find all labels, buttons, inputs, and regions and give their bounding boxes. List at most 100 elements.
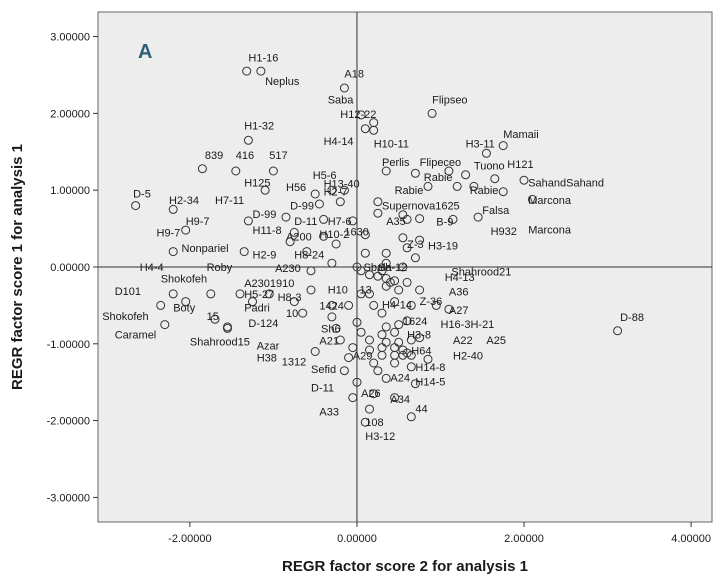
data-point [613, 326, 623, 336]
data-point [369, 358, 379, 368]
point-label: D-99 [253, 209, 277, 221]
point-label: Marcona [528, 224, 572, 236]
point-label: H7-11 [215, 195, 244, 207]
data-point [402, 316, 412, 326]
y-tick-label: -2.00000 [47, 416, 90, 428]
data-point [256, 66, 266, 76]
point-label: H64 [411, 346, 431, 358]
data-point [448, 214, 458, 224]
point-label: A22 [453, 335, 473, 347]
point-label: H12-22 [340, 109, 376, 121]
data-point [406, 335, 416, 345]
point-label: 10 [286, 308, 298, 320]
point-label: 517 [269, 150, 287, 162]
point-label: Boty [173, 303, 196, 315]
point-label: Supernova1625 [382, 201, 460, 213]
data-point [402, 243, 412, 253]
data-point [390, 276, 400, 286]
data-point [490, 174, 500, 184]
data-point [352, 377, 362, 387]
data-point [373, 366, 383, 376]
data-point [181, 225, 191, 235]
point-label: Roby [207, 262, 233, 274]
data-point [319, 231, 329, 241]
point-label: H14-8 [415, 362, 445, 374]
data-point [406, 300, 416, 310]
data-point [469, 181, 479, 191]
point-label: Flipseo [432, 95, 467, 107]
point-label: Z-3 [407, 239, 424, 251]
data-point [431, 300, 441, 310]
point-label: A33 [319, 406, 339, 418]
point-label: H9-7 [157, 227, 181, 239]
data-point [406, 350, 416, 360]
data-point [415, 333, 425, 343]
point-label: A36 [449, 287, 469, 299]
data-point [369, 125, 379, 135]
point-label: D-5 [133, 188, 151, 200]
y-tick-label: 1.00000 [50, 185, 90, 197]
point-label: 1312 [282, 357, 306, 369]
point-label: H8-24 [294, 250, 324, 262]
point-label: H121 [507, 159, 533, 171]
data-point [268, 166, 278, 176]
point-labels: H1-16 Neplus A18 Saba H12-22 Flipseo H1-32 H4-1… [102, 52, 644, 443]
data-point [373, 208, 383, 218]
data-point [398, 262, 408, 272]
x-tick-label: 4.00000 [671, 533, 711, 545]
data-point [365, 404, 374, 414]
data-point [394, 320, 404, 330]
point-label: A34 [390, 394, 410, 406]
data-point [423, 354, 433, 364]
data-point [365, 335, 374, 345]
data-point [527, 194, 537, 204]
data-point [327, 185, 337, 195]
data-point [381, 373, 391, 383]
data-point [327, 300, 337, 310]
y-tick-label: 0.00000 [50, 262, 90, 274]
point-label: Sbala [364, 262, 393, 274]
data-point [398, 233, 408, 243]
point-label: Shahrood15 [190, 337, 250, 349]
data-point [289, 227, 299, 237]
point-label: H4-14 [324, 136, 354, 148]
point-label: 13 [360, 284, 372, 296]
point-label: H10-11 [374, 138, 409, 150]
data-point [356, 266, 366, 276]
point-label: Caramel [115, 330, 157, 342]
point-label: Padri [244, 303, 270, 315]
data-point [461, 170, 471, 180]
data-point [348, 216, 358, 226]
data-point [444, 166, 454, 176]
data-point [156, 300, 166, 310]
point-label: SahandSahand [528, 178, 604, 190]
data-point [390, 358, 400, 368]
point-label: H4-13 [445, 272, 475, 284]
data-point [369, 300, 379, 310]
point-label: A21 [319, 336, 339, 348]
point-label: H125 [244, 178, 270, 190]
point-label: D-88 [620, 312, 644, 324]
point-label: H5-6 [313, 170, 337, 182]
point-label: Shahrood21 [451, 267, 511, 279]
data-point [356, 110, 366, 120]
x-axis-title: REGR factor score 2 for analysis 1 [282, 558, 528, 575]
data-point [406, 412, 416, 422]
data-point [356, 289, 366, 299]
point-label: H7-6 [328, 216, 352, 228]
data-point [344, 300, 354, 310]
point-label: Neplus [265, 76, 300, 88]
point-label: B-9 [436, 217, 453, 229]
point-label: H3-12 [365, 431, 395, 443]
point-label: H3-11 [466, 138, 495, 150]
reference-lines [98, 12, 712, 522]
data-point [319, 214, 329, 224]
data-point [348, 343, 358, 353]
data-point [248, 297, 257, 307]
point-label: A25 [486, 335, 506, 347]
data-point [360, 124, 370, 134]
point-label: H3-8 [407, 330, 431, 342]
data-point [331, 323, 341, 333]
data-point [452, 181, 462, 191]
